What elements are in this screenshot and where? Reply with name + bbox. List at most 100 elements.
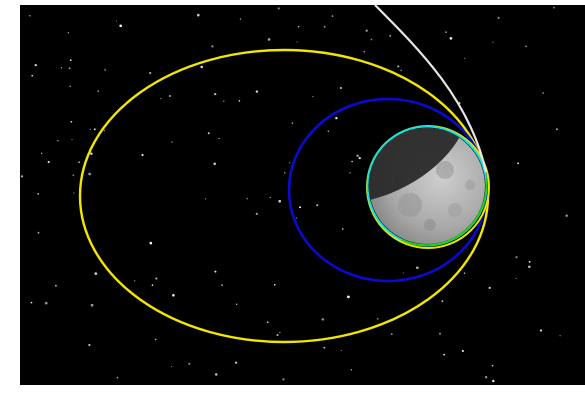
star — [116, 376, 119, 379]
star — [29, 15, 31, 17]
star — [296, 217, 298, 219]
star — [44, 301, 48, 305]
star — [207, 132, 210, 135]
star — [283, 171, 286, 174]
star — [403, 272, 405, 274]
star — [449, 37, 453, 40]
star — [321, 318, 325, 321]
star — [397, 65, 400, 68]
star — [539, 329, 543, 332]
star — [214, 92, 217, 96]
star — [316, 204, 319, 207]
star — [205, 198, 207, 200]
star — [149, 241, 153, 245]
star — [297, 25, 300, 28]
star — [67, 32, 70, 34]
star — [200, 65, 204, 69]
star — [438, 332, 442, 335]
star — [211, 45, 214, 48]
star — [323, 346, 326, 349]
space-background — [20, 5, 585, 385]
star — [69, 85, 71, 87]
star — [274, 284, 276, 286]
star — [269, 196, 271, 198]
star — [528, 265, 531, 269]
star — [188, 362, 191, 365]
star — [160, 98, 162, 100]
star — [30, 301, 33, 304]
star — [90, 303, 94, 307]
star — [347, 295, 350, 299]
star — [90, 152, 93, 155]
star — [73, 192, 75, 194]
star — [88, 343, 91, 347]
star — [312, 96, 314, 98]
star — [155, 277, 158, 280]
star — [34, 63, 37, 67]
star — [196, 13, 200, 17]
star — [484, 376, 488, 379]
star — [323, 25, 326, 28]
star — [276, 333, 279, 337]
star — [365, 29, 368, 32]
star — [71, 139, 73, 141]
star — [376, 318, 379, 320]
star — [559, 335, 561, 337]
star — [356, 154, 359, 157]
star — [119, 24, 123, 28]
star — [335, 116, 338, 120]
star — [57, 139, 59, 142]
star — [391, 333, 393, 335]
star — [89, 128, 91, 130]
star — [94, 272, 98, 275]
star — [223, 100, 225, 102]
star — [296, 41, 298, 43]
star — [278, 199, 282, 203]
star — [279, 331, 281, 334]
star — [168, 94, 172, 98]
star — [267, 38, 271, 41]
star — [492, 379, 495, 383]
star — [151, 284, 154, 286]
star — [141, 153, 144, 157]
star — [370, 38, 373, 41]
star — [517, 162, 520, 165]
star — [415, 266, 419, 270]
star — [31, 74, 33, 77]
star — [515, 256, 518, 259]
star — [528, 260, 531, 263]
star — [445, 31, 447, 33]
star — [213, 162, 216, 166]
star — [542, 92, 544, 94]
star — [389, 34, 392, 37]
starfield — [20, 6, 568, 383]
star — [134, 280, 136, 282]
star — [60, 67, 63, 69]
star — [47, 160, 50, 164]
star — [37, 231, 40, 234]
star — [68, 67, 71, 70]
star — [234, 361, 238, 364]
star — [340, 349, 342, 352]
star — [154, 338, 157, 341]
star — [363, 51, 365, 53]
star — [115, 20, 118, 22]
star — [41, 152, 43, 154]
star — [565, 214, 568, 217]
star — [299, 206, 302, 209]
approach-trajectory — [374, 4, 488, 173]
star — [351, 160, 353, 163]
star — [291, 122, 294, 124]
star — [93, 128, 96, 131]
star — [463, 272, 466, 274]
star — [441, 300, 444, 303]
star — [20, 175, 24, 178]
star — [289, 162, 291, 164]
star — [358, 156, 361, 160]
star — [72, 174, 75, 177]
star — [339, 86, 342, 90]
star — [443, 353, 446, 356]
star — [400, 69, 402, 72]
star — [492, 41, 494, 43]
